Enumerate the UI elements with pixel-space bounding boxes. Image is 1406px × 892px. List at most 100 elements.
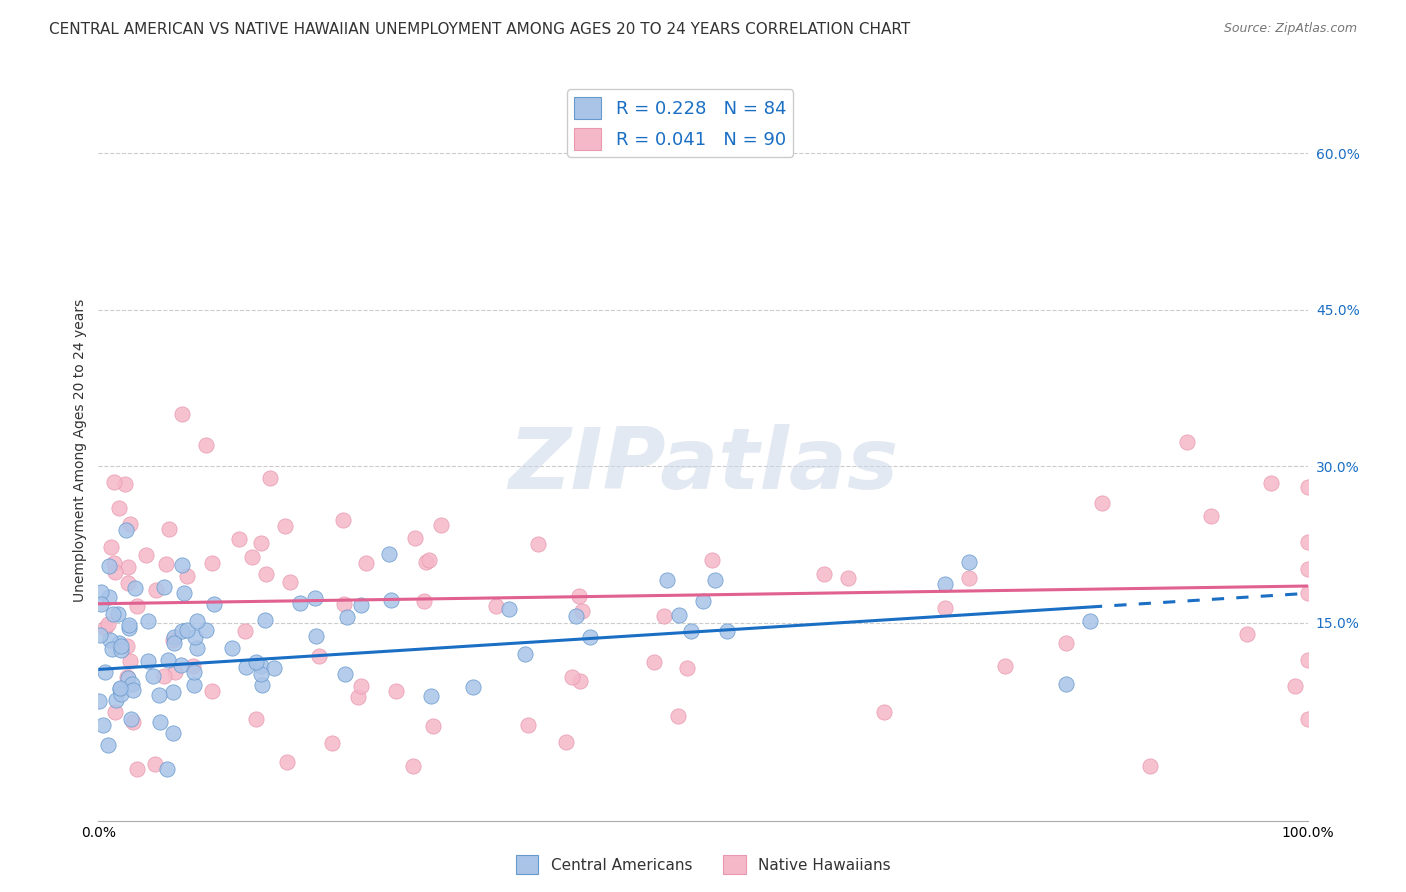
Point: [124, 582, 146, 596]
Point: [561, 670, 583, 684]
Point: [101, 607, 124, 621]
Point: [156, 653, 179, 667]
Point: [276, 755, 298, 769]
Point: [994, 659, 1017, 673]
Point: [1296, 653, 1319, 667]
Point: [173, 586, 195, 600]
Point: [100, 540, 122, 554]
Point: [172, 624, 194, 639]
Point: [1284, 679, 1306, 693]
Point: [98, 558, 121, 573]
Point: [127, 762, 149, 776]
Point: [127, 599, 149, 613]
Point: [118, 617, 141, 632]
Point: [554, 735, 576, 749]
Point: [120, 712, 142, 726]
Point: [418, 553, 440, 567]
Point: [176, 569, 198, 583]
Point: [228, 532, 250, 546]
Point: [135, 548, 157, 562]
Point: [1091, 496, 1114, 510]
Point: [202, 597, 225, 611]
Point: [110, 639, 132, 653]
Point: [498, 602, 520, 616]
Point: [110, 681, 132, 696]
Point: [181, 658, 204, 673]
Point: [163, 630, 186, 644]
Point: [578, 630, 600, 644]
Point: [517, 718, 540, 732]
Point: [149, 715, 172, 730]
Point: [89, 628, 111, 642]
Point: [288, 596, 311, 610]
Point: [692, 594, 714, 608]
Point: [666, 708, 689, 723]
Point: [250, 678, 273, 692]
Point: [700, 552, 723, 566]
Point: [675, 661, 697, 675]
Point: [107, 636, 129, 650]
Point: [233, 624, 256, 638]
Point: [404, 531, 426, 545]
Point: [108, 501, 131, 516]
Point: [1078, 614, 1101, 628]
Point: [254, 566, 277, 581]
Point: [422, 719, 444, 733]
Point: [1296, 712, 1319, 726]
Point: [221, 640, 243, 655]
Point: [103, 565, 125, 579]
Point: [321, 736, 343, 750]
Point: [873, 705, 896, 719]
Point: [90, 598, 112, 612]
Point: [148, 688, 170, 702]
Point: [94, 665, 117, 679]
Point: [170, 658, 193, 673]
Point: [87, 693, 110, 707]
Point: [152, 580, 174, 594]
Point: [110, 643, 132, 657]
Point: [837, 571, 859, 585]
Point: [201, 556, 224, 570]
Y-axis label: Unemployment Among Ages 20 to 24 years: Unemployment Among Ages 20 to 24 years: [73, 299, 87, 602]
Point: [305, 629, 328, 643]
Point: [155, 557, 177, 571]
Point: [643, 655, 665, 669]
Point: [934, 576, 956, 591]
Point: [354, 556, 377, 570]
Point: [118, 621, 141, 635]
Point: [194, 623, 217, 637]
Point: [1139, 758, 1161, 772]
Point: [162, 685, 184, 699]
Point: [259, 471, 281, 485]
Point: [115, 670, 138, 684]
Point: [153, 669, 176, 683]
Point: [249, 536, 271, 550]
Point: [957, 571, 980, 585]
Text: Source: ZipAtlas.com: Source: ZipAtlas.com: [1223, 22, 1357, 36]
Point: [957, 555, 980, 569]
Point: [1296, 535, 1319, 549]
Point: [413, 594, 436, 608]
Point: [114, 524, 136, 538]
Point: [162, 632, 184, 647]
Point: [332, 513, 354, 527]
Point: [138, 614, 160, 628]
Point: [107, 607, 129, 621]
Point: [114, 477, 136, 491]
Point: [380, 593, 402, 607]
Point: [184, 630, 207, 644]
Point: [145, 757, 167, 772]
Point: [97, 617, 120, 632]
Point: [430, 517, 453, 532]
Point: [103, 556, 125, 570]
Point: [526, 536, 548, 550]
Text: ZIPatlas: ZIPatlas: [508, 424, 898, 507]
Point: [183, 665, 205, 679]
Point: [1175, 434, 1198, 449]
Point: [347, 690, 370, 704]
Point: [655, 573, 678, 587]
Point: [571, 605, 593, 619]
Point: [145, 583, 167, 598]
Point: [1296, 562, 1319, 576]
Point: [654, 609, 676, 624]
